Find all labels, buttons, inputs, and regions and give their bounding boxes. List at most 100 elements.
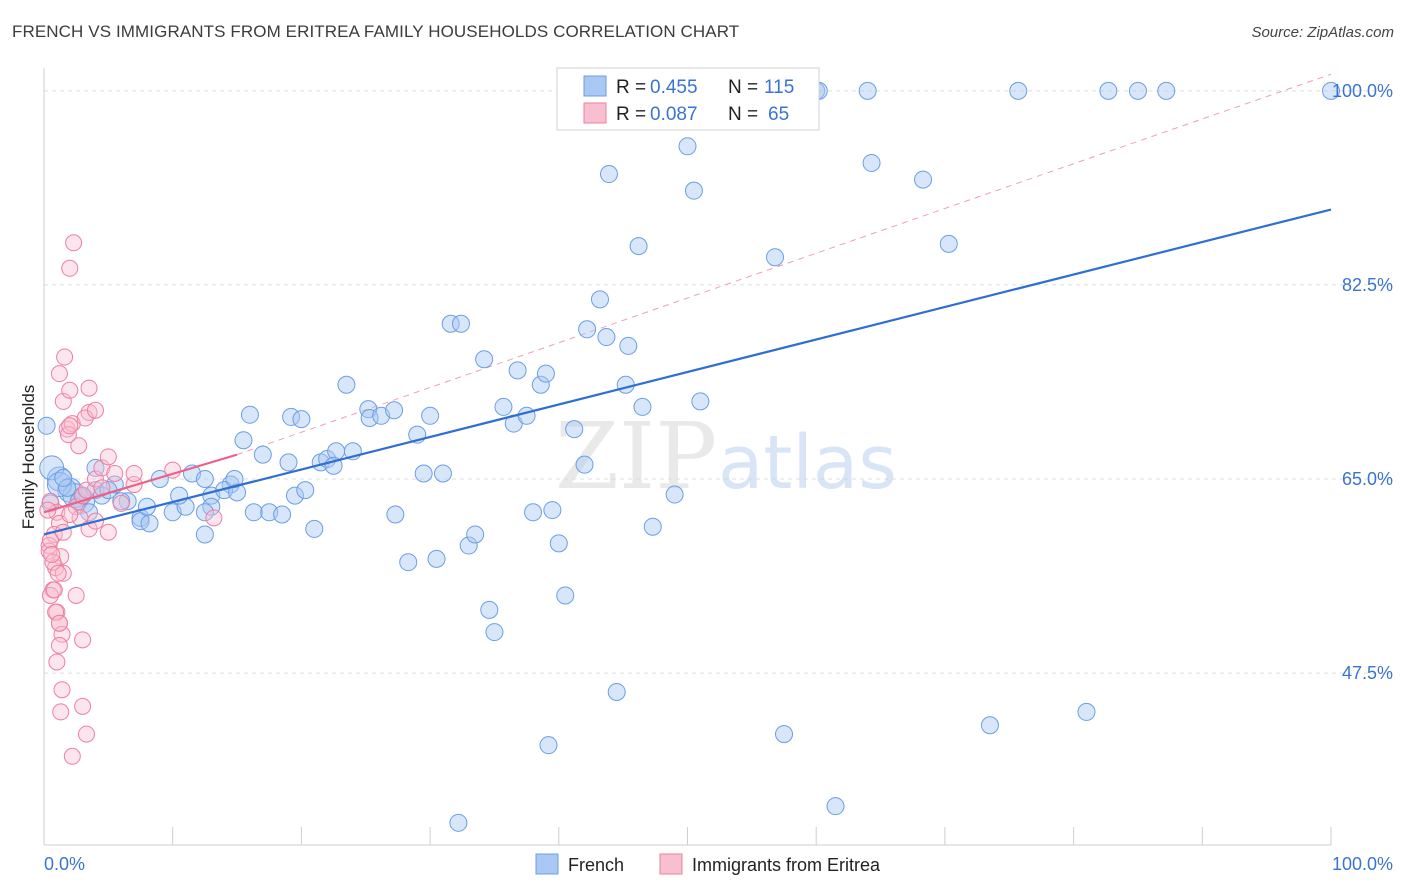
french-point-25: [228, 483, 247, 502]
stats-r-value-french: 0.455: [650, 77, 698, 98]
y-axis-label: Family Households: [19, 385, 38, 530]
y-tick-labels: 100.0% 82.5% 65.0% 47.5%: [1332, 81, 1393, 683]
eritrea-point-48: [112, 494, 130, 512]
axes: [43, 68, 1332, 846]
eritrea-point-45: [74, 631, 92, 649]
french-point-72: [556, 586, 575, 605]
french-point-55: [433, 464, 452, 483]
legend-label-eritrea: Immigrants from Eritrea: [692, 855, 881, 875]
stats-swatch-french: [583, 75, 607, 97]
french-point-95: [862, 153, 881, 172]
watermark-atlas: atlas: [718, 420, 897, 506]
eritrea-point-43: [47, 603, 65, 621]
french-point-67: [524, 503, 543, 522]
y-tick-label-0: 100.0%: [1332, 81, 1393, 101]
french-point-32: [273, 505, 292, 524]
legend-label-french: French: [568, 855, 624, 875]
french-point-59: [466, 525, 485, 544]
stats-n-label-french: N =: [728, 77, 758, 98]
eritrea-points: [39, 234, 223, 765]
french-point-87: [684, 181, 703, 200]
eritrea-point-28: [74, 697, 92, 715]
french-point-107: [539, 736, 558, 755]
french-trend-line: [43, 208, 1332, 536]
french-point-69: [536, 364, 555, 383]
french-point-88: [691, 392, 710, 411]
stats-r-label-eritrea: R =: [616, 104, 646, 125]
french-point-94: [826, 797, 845, 816]
french-point-56: [441, 314, 460, 333]
french-point-48: [385, 401, 404, 420]
eritrea-point-50: [99, 523, 117, 541]
trend-lines: [43, 208, 1332, 536]
eritrea-point-21: [61, 381, 79, 399]
eritrea-point-52: [43, 545, 61, 563]
french-point-83: [629, 237, 648, 256]
french-point-33: [279, 453, 298, 472]
eritrea-point-36: [59, 426, 77, 444]
eritrea-point-57: [86, 401, 104, 419]
eritrea-point-12: [53, 625, 71, 643]
eritrea-point-33: [93, 459, 111, 477]
french-points: [37, 81, 1340, 832]
eritrea-trend-line: [43, 453, 238, 514]
eritrea-point-46: [106, 464, 124, 482]
french-point-24: [195, 503, 214, 522]
eritrea-point-59: [205, 509, 223, 527]
french-point-28: [240, 405, 259, 424]
french-point-112: [54, 468, 73, 487]
eritrea-point-32: [86, 470, 104, 488]
french-point-50: [399, 553, 418, 572]
eritrea-point-26: [77, 725, 95, 743]
french-point-38: [305, 519, 324, 538]
grid-lines: [44, 90, 1395, 674]
french-point-97: [914, 170, 933, 189]
french-point-60: [475, 350, 494, 369]
eritrea-point-22: [50, 365, 68, 383]
french-point-58: [459, 536, 478, 555]
french-point-31: [253, 445, 272, 464]
x-tick-label-1: 100.0%: [1332, 854, 1393, 874]
french-point-71: [543, 501, 562, 520]
y-tick-label-1: 82.5%: [1342, 275, 1393, 295]
eritrea-point-35: [70, 437, 88, 455]
eritrea-point-41: [45, 581, 63, 599]
eritrea-point-60: [54, 523, 72, 541]
x-tick-labels: 0.0% 100.0%: [44, 854, 1393, 874]
french-point-3: [39, 455, 65, 481]
french-point-43: [337, 375, 356, 394]
french-point-29: [244, 503, 263, 522]
eritrea-point-23: [56, 348, 74, 366]
eritrea-point-56: [80, 379, 98, 397]
french-point-9: [118, 492, 137, 511]
eritrea-point-14: [48, 653, 66, 671]
french-point-11: [150, 470, 169, 489]
y-tick-label-2: 65.0%: [1342, 469, 1393, 489]
watermark: ZIP atlas: [555, 403, 897, 510]
french-point-65: [508, 361, 527, 380]
french-point-86: [678, 137, 697, 156]
french-point-81: [619, 336, 638, 355]
stats-r-label-french: R =: [616, 77, 646, 98]
eritrea-point-58: [125, 464, 143, 482]
french-point-115: [140, 514, 159, 533]
french-point-66: [517, 406, 536, 425]
eritrea-point-54: [61, 417, 79, 435]
french-point-84: [643, 517, 662, 536]
french-point-62: [485, 623, 504, 642]
legend-swatch-french: [535, 853, 559, 875]
french-point-105: [1322, 81, 1340, 100]
french-point-27: [234, 431, 253, 450]
french-point-17: [195, 470, 214, 489]
french-point-49: [386, 505, 405, 524]
eritrea-point-7: [54, 564, 72, 582]
y-tick-label-3: 47.5%: [1342, 663, 1393, 683]
eritrea-point-63: [61, 506, 79, 524]
french-point-89: [766, 248, 785, 267]
stats-n-value-eritrea: 65: [768, 104, 789, 125]
french-point-104: [1157, 81, 1176, 100]
french-point-93: [858, 81, 877, 100]
french-point-53: [421, 406, 440, 425]
french-point-73: [565, 420, 584, 439]
